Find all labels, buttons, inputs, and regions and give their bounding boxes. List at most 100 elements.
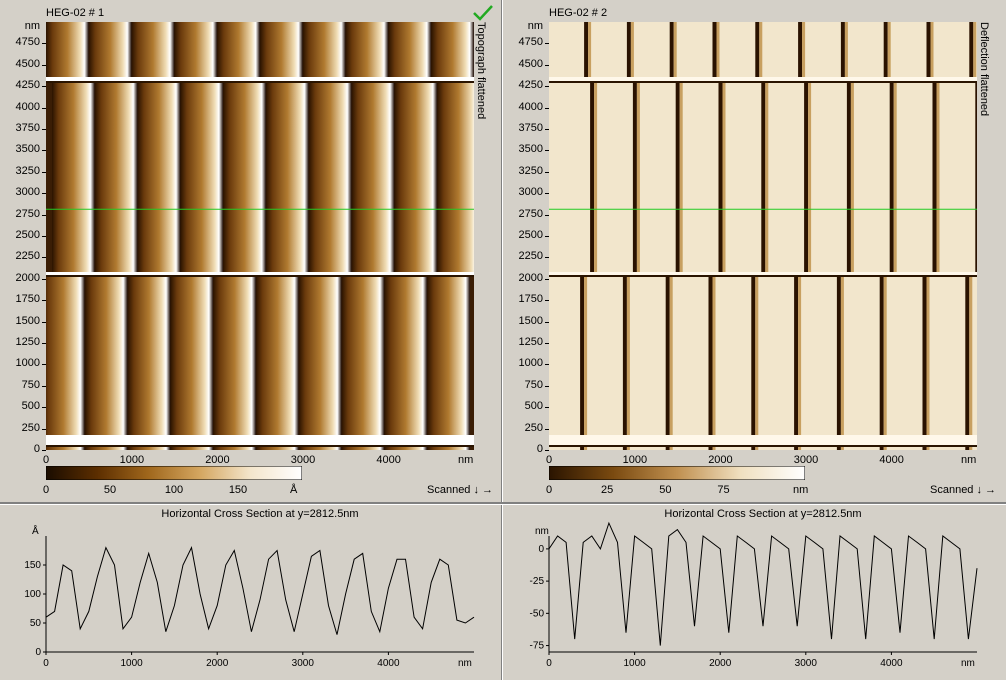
deflection-edge [922, 275, 927, 450]
left-y-tick-label: 1750 [15, 293, 40, 306]
right-y-tick-label: 3250 [518, 164, 543, 177]
left-y-tick [42, 450, 46, 451]
right-y-tick [545, 214, 549, 216]
left-y-tick-label: 2500 [15, 229, 40, 241]
right-side-label: Deflection flattened [978, 22, 990, 117]
right-y-tick-label: 0 [536, 443, 543, 455]
right-y-tick [545, 428, 549, 430]
right-y-unit: nm [527, 20, 543, 32]
topograph-colorbar [46, 466, 302, 480]
deflection-edge-shade [936, 82, 940, 275]
deflection-edge-shade [636, 82, 640, 275]
topography-stripe [302, 22, 346, 82]
right-y-tick [545, 236, 549, 237]
right-y-tick-label: 2750 [518, 207, 543, 220]
left-plot-y-unit: Å [32, 524, 39, 537]
left-y-tick-label: 0 [33, 443, 40, 455]
deflection-edge [926, 22, 931, 82]
deflection-edge [840, 22, 845, 82]
right-y-tick [545, 343, 549, 344]
left-y-tick [42, 86, 46, 88]
right-y-tick-label: 4250 [518, 79, 543, 92]
topography-stripe [388, 22, 432, 82]
left-y-tick [42, 214, 46, 216]
right-colorbar-tick-label: 25 [601, 484, 614, 496]
deflection-edge [804, 82, 809, 275]
scan-artifact-edge [46, 275, 474, 277]
right-scanned-label: Scanned ↓ → [930, 484, 997, 496]
left-y-tick [42, 364, 46, 366]
left-y-tick [42, 129, 46, 130]
deflection-edge [883, 22, 888, 82]
deflection-edge-shade [887, 22, 891, 82]
left-y-tick [42, 171, 46, 173]
right-y-tick [545, 193, 549, 195]
green-checkmark-icon[interactable] [472, 4, 494, 22]
left-y-tick-label: 4250 [15, 79, 40, 92]
deflection-edge [889, 82, 894, 275]
right-y-tick [545, 407, 549, 409]
deflection-edge-shade [883, 275, 887, 450]
right-y-tick-label: 1000 [518, 357, 543, 370]
left-y-tick [42, 150, 46, 152]
horizontal-divider[interactable] [0, 502, 1006, 505]
left-panel-title: HEG-02 # 1 [46, 7, 105, 19]
topograph-image[interactable] [46, 22, 474, 450]
vertical-divider[interactable] [501, 0, 503, 680]
left-y-tick [42, 236, 46, 237]
deflection-edge [584, 22, 589, 82]
deflection-edge [932, 82, 937, 275]
left-colorbar-tick-label: 50 [103, 484, 117, 496]
right-y-tick-label: 2500 [518, 229, 543, 241]
left-y-tick [42, 343, 46, 344]
deflection-image[interactable] [549, 22, 977, 450]
right-plot-y-tick-label: -50 [530, 608, 545, 619]
deflection-edge-shade [716, 22, 720, 82]
left-x-tick-label: 1000 [119, 454, 145, 466]
topography-stripe [394, 82, 438, 275]
left-y-tick-label: 4000 [15, 100, 40, 113]
deflection-edge [718, 82, 723, 275]
right-x-tick-label: 1000 [622, 454, 648, 466]
left-y-tick-label: 3750 [15, 122, 40, 134]
right-y-tick [545, 364, 549, 366]
right-y-tick-label: 4500 [518, 57, 543, 70]
left-plot-y-tick-label: 0 [35, 647, 41, 658]
topography-stripe [137, 82, 181, 275]
deflection-edge-shade [594, 82, 598, 275]
topography-stripe [84, 275, 128, 450]
right-plot-y-tick-label: 0 [538, 544, 544, 555]
right-panel-title: HEG-02 # 2 [549, 7, 608, 19]
topography-stripe [94, 82, 138, 275]
deflection-edge-shade [802, 22, 806, 82]
right-cross-section-chart[interactable]: nm0-25-50-750 1000 2000 3000 4000 nm [503, 520, 1006, 680]
deflection-edge [590, 82, 595, 275]
deflection-edge-shade [798, 275, 802, 450]
left-plot-x-unit: nm [458, 658, 472, 669]
left-y-tick-label: 750 [21, 378, 40, 391]
right-y-tick-label: 2250 [518, 250, 543, 263]
left-colorbar-tick-label: 150 [228, 484, 248, 496]
topography-stripe [46, 275, 85, 450]
left-y-tick-label: 2000 [15, 271, 40, 284]
deflection-edge-shade [930, 22, 934, 82]
topography-stripe [131, 22, 175, 82]
right-y-tick-label: 1750 [518, 293, 543, 306]
right-y-tick [545, 385, 549, 387]
right-y-tick-label: 500 [524, 400, 543, 413]
left-y-tick-label: 2250 [15, 250, 40, 263]
topography-stripe [88, 22, 132, 82]
topography-stripe [180, 82, 224, 275]
scan-artifact-band [46, 272, 474, 277]
right-y-tick [545, 300, 549, 302]
left-cross-section-chart[interactable]: Å 150 100 50 00 1000 2000 3000 4000 nm [0, 520, 501, 680]
left-colorbar-tick-label: 0 [42, 484, 50, 496]
deflection-edge-shade [673, 22, 677, 82]
right-y-tick-label: 4000 [518, 100, 543, 113]
right-y-tick-label: 2000 [518, 271, 543, 284]
right-y-tick-label: 3750 [518, 122, 543, 134]
scan-artifact-band [46, 77, 474, 83]
deflection-edge-shade [722, 82, 726, 275]
scan-artifact-edge [549, 275, 977, 277]
deflection-edge [879, 275, 884, 450]
